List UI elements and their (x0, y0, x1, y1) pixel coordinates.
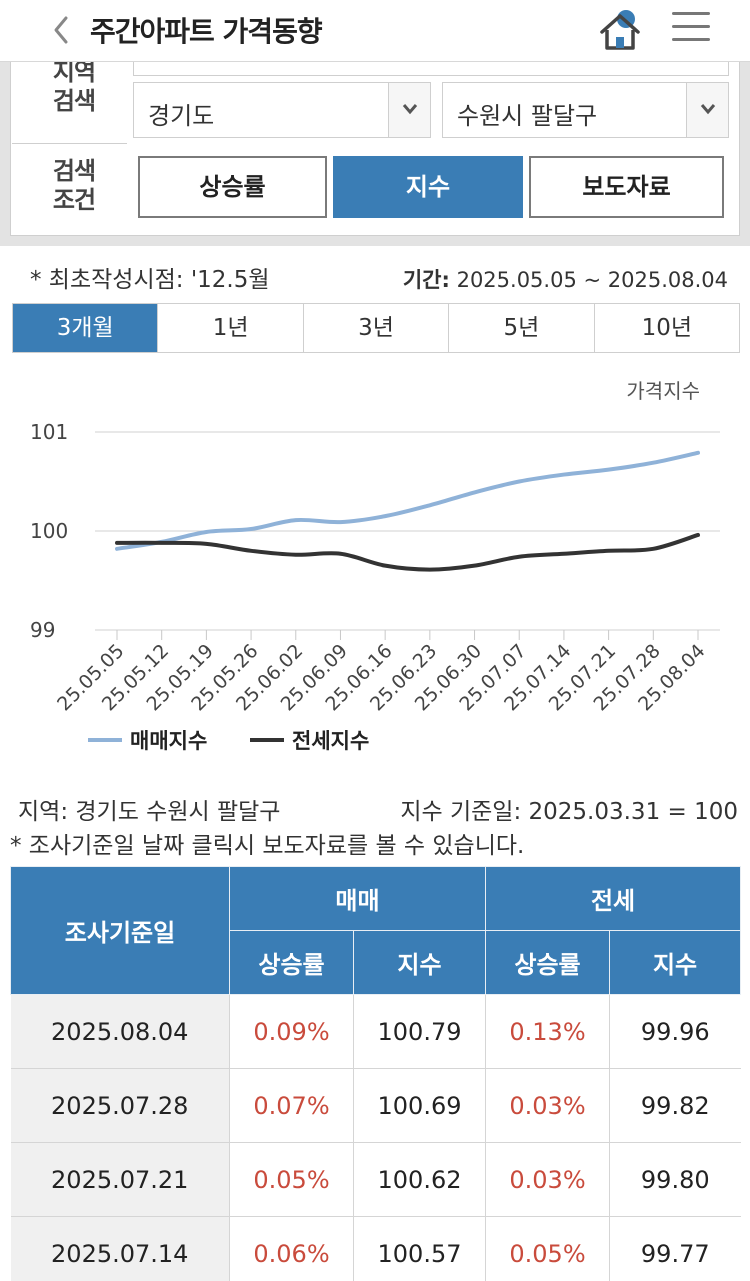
jeonse-index: 99.77 (609, 1216, 741, 1281)
sale-index: 100.79 (353, 994, 487, 1069)
table-row: 2025.07.21 0.05% 100.62 0.03% 99.80 (10, 1142, 741, 1217)
jeonse-rate: 0.03% (485, 1068, 611, 1143)
survey-date-link[interactable]: 2025.07.28 (10, 1068, 230, 1143)
panel-divider (12, 143, 127, 144)
first-written-date: * 최초작성시점: '12.5월 (30, 267, 270, 293)
province-select[interactable]: 경기도 (133, 82, 431, 138)
menu-line (672, 38, 710, 41)
sale-rate: 0.07% (229, 1068, 354, 1143)
tab-10-years[interactable]: 10년 (641, 315, 693, 341)
sale-index: 100.57 (353, 1216, 487, 1281)
header-sale: 매매 (228, 866, 487, 931)
condition-label-line1: 검색 (52, 157, 96, 185)
series-line-sale-index (115, 450, 700, 551)
condition-label-line2: 조건 (52, 186, 96, 214)
legend-label: 매매지수 (130, 729, 207, 753)
press-release-button[interactable]: 보도자료 (529, 156, 724, 218)
sale-index: 100.62 (353, 1142, 487, 1217)
chevron-left-icon (54, 16, 68, 44)
table-row: 2025.07.14 0.06% 100.57 0.05% 99.77 (10, 1216, 741, 1281)
header-sale-rate: 상승률 (229, 930, 354, 995)
y-axis-title: 가격지수 (626, 379, 700, 403)
page-title: 주간아파트 가격동향 (90, 15, 323, 48)
hamburger-menu-button[interactable] (672, 12, 710, 46)
price-index-chart: 가격지수1011009925.05.0525.05.1225.05.1925.0… (30, 379, 720, 753)
tab-5-years[interactable]: 5년 (449, 304, 595, 352)
baseline-info: 지수 기준일: 2025.03.31 = 100 (400, 799, 738, 825)
table-row: 2025.08.04 0.09% 100.79 0.13% 99.96 (10, 994, 741, 1069)
region-info: 지역: 경기도 수원시 팔달구 (18, 799, 281, 825)
city-select[interactable]: 수원시 팔달구 (442, 82, 729, 138)
survey-date-link[interactable]: 2025.08.04 (10, 994, 230, 1069)
sale-index: 100.69 (353, 1068, 487, 1143)
condition-label: 검색 조건 (22, 157, 126, 215)
region-label-line1: 지역 (52, 58, 96, 86)
index-table: 조사기준일 매매 전세 상승률 지수 상승률 지수 2025.08.04 0.0… (10, 866, 742, 1281)
header-jeonse-index: 지수 (609, 930, 742, 995)
region-label-line2: 검색 (52, 87, 96, 115)
jeonse-index: 99.82 (609, 1068, 741, 1143)
series-line-jeonse-index (115, 532, 700, 572)
header-jeonse: 전세 (485, 866, 742, 931)
city-select-arrow (686, 83, 728, 137)
hamburger-menu-icon (672, 12, 710, 15)
jeonse-rate: 0.05% (485, 1216, 611, 1281)
period-tabs: 3개월 1년 3년 5년 10년 (12, 303, 740, 353)
jeonse-index: 99.80 (609, 1142, 741, 1217)
menu-line (672, 25, 710, 28)
period-label: 기간: (402, 268, 450, 292)
jeonse-rate: 0.13% (485, 994, 611, 1069)
y-tick-label: 100 (30, 519, 68, 543)
survey-date-link[interactable]: 2025.07.14 (10, 1216, 230, 1281)
table-note: * 조사기준일 날짜 클릭시 보도자료를 볼 수 있습니다. (10, 833, 525, 859)
chevron-down-icon (700, 104, 716, 115)
rate-button[interactable]: 상승률 (138, 156, 327, 218)
jeonse-rate: 0.03% (485, 1142, 611, 1217)
y-tick-label: 99 (30, 618, 55, 642)
province-select-arrow (388, 83, 430, 137)
period-range: 기간: 2025.05.05 ~ 2025.08.04 (403, 264, 728, 294)
province-select-value: 경기도 (148, 102, 215, 130)
header-jeonse-rate: 상승률 (485, 930, 611, 995)
legend-label: 전세지수 (292, 729, 369, 753)
header-sale-index: 지수 (352, 930, 487, 995)
app-header: 주간아파트 가격동향 (0, 0, 750, 62)
tab-1-year[interactable]: 1년 (158, 304, 304, 352)
y-tick-label: 101 (30, 420, 68, 444)
home-icon (600, 10, 640, 50)
index-button[interactable]: 지수 (333, 156, 523, 218)
city-select-value: 수원시 팔달구 (457, 102, 598, 130)
sale-rate: 0.06% (229, 1216, 354, 1281)
sale-rate: 0.09% (229, 994, 354, 1069)
region-search-label: 지역 검색 (22, 58, 126, 118)
tab-3-months[interactable]: 3개월 (13, 304, 159, 352)
sale-rate: 0.05% (229, 1142, 354, 1217)
table-row: 2025.07.28 0.07% 100.69 0.03% 99.82 (10, 1068, 741, 1143)
survey-date-link[interactable]: 2025.07.21 (10, 1142, 230, 1217)
period-value: 2025.05.05 ~ 2025.08.04 (456, 268, 728, 292)
jeonse-index: 99.96 (609, 994, 741, 1069)
back-button[interactable] (44, 12, 80, 48)
header-survey-date: 조사기준일 (10, 866, 230, 995)
chevron-down-icon (402, 104, 418, 115)
tab-3-years[interactable]: 3년 (304, 304, 450, 352)
home-button[interactable] (598, 8, 642, 52)
